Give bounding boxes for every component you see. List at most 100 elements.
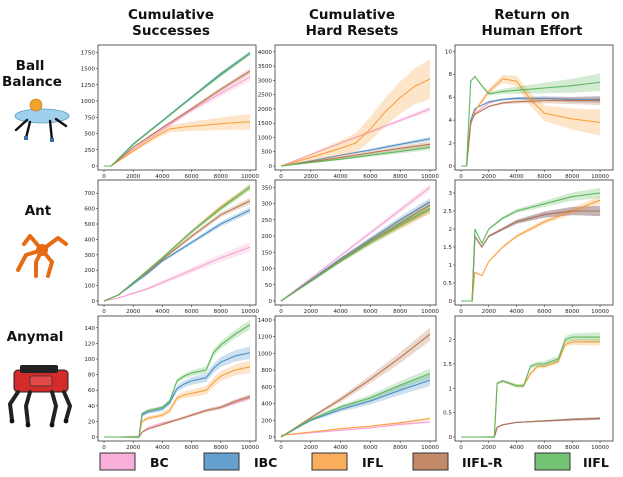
y-tick-label: 250: [84, 148, 95, 154]
x-tick-label: 8000: [214, 445, 229, 451]
x-tick-label: 10000: [421, 445, 439, 451]
x-tick-label: 0: [279, 445, 283, 451]
y-tick-label: 50: [265, 283, 273, 289]
line-ifl: [280, 418, 431, 436]
band-ifl: [104, 114, 250, 167]
line-iifl: [103, 186, 251, 302]
x-tick-label: 2000: [126, 174, 141, 180]
line-ibc: [280, 379, 431, 438]
line-ifl: [104, 121, 251, 167]
y-tick-label: 750: [84, 115, 95, 121]
y-tick-label: 0: [91, 164, 95, 170]
band-bc: [104, 242, 250, 301]
y-tick-label: 4000: [258, 50, 273, 56]
line-iifl: [461, 336, 601, 438]
y-tick-label: 140: [84, 326, 95, 332]
series-group: [280, 327, 431, 438]
line-ifl: [104, 366, 251, 438]
y-tick-label: 300: [261, 202, 272, 208]
x-tick-label: 8000: [214, 309, 229, 315]
band-iifl: [104, 184, 250, 301]
panel-ant-resets: 0 50 100 150 200 250 300 350 0 2000 4000 6000 8000 10…: [261, 179, 439, 315]
band-ifl: [281, 58, 430, 166]
y-tick-label: 2: [448, 227, 452, 233]
band-ibc: [461, 205, 601, 302]
x-tick-label: 2000: [304, 309, 319, 315]
panel-ball-successes: 0 250 500 750 1000 1250 1500 1750 0 2000 4000 6000 8…: [81, 44, 259, 180]
line-iifl-r: [461, 100, 601, 167]
y-tick-label: 0: [268, 164, 272, 170]
x-tick-label: 2000: [126, 309, 141, 315]
band-ifl: [461, 196, 601, 302]
y-tick-label: 10: [445, 49, 453, 55]
band-iifl: [461, 73, 601, 167]
x-tick-label: 0: [102, 174, 106, 180]
x-tick-label: 6000: [184, 309, 199, 315]
x-tick-label: 0: [459, 445, 463, 451]
y-tick-label: 40: [88, 404, 96, 410]
x-tick-label: 0: [102, 445, 106, 451]
row-label-ball-line1: Ball: [16, 58, 45, 74]
ant-robot-illustration: [16, 234, 68, 278]
x-tick-label: 4000: [509, 174, 524, 180]
legend-label-bc: BC: [150, 455, 169, 470]
x-tick-label: 4000: [155, 174, 170, 180]
line-bc: [103, 246, 251, 302]
x-tick-label: 2000: [304, 445, 319, 451]
line-ifl: [280, 78, 431, 167]
x-tick-label: 0: [279, 174, 283, 180]
panel-frame: [97, 44, 257, 171]
row-label-ant: Ant: [25, 203, 52, 219]
y-tick-label: 80: [88, 373, 96, 379]
y-tick-label: 1500: [258, 121, 273, 127]
x-tick-label: 10000: [241, 309, 259, 315]
y-tick-label: 250: [261, 218, 272, 224]
y-tick-label: 1: [448, 386, 452, 392]
y-tick-label: 100: [261, 267, 272, 273]
line-iifl-r: [280, 143, 431, 167]
y-tick-label: 4: [448, 118, 452, 124]
panel-ball-resets: 0 500 1000 1500 2000 2500 3000 3500 4000 0 2000 400…: [258, 44, 439, 180]
y-tick-label: 3500: [258, 64, 273, 70]
anymal-robot-illustration: [8, 365, 72, 428]
x-tick-label: 8000: [565, 445, 580, 451]
x-tick-label: 10000: [421, 174, 439, 180]
y-tick-label: 0: [448, 164, 452, 170]
legend-label-ifl: IFL: [362, 455, 383, 470]
y-tick-label: 800: [261, 368, 272, 374]
line-bc: [280, 186, 431, 302]
row-label-ball-line2: Balance: [2, 74, 62, 90]
y-tick-label: 0: [91, 299, 95, 305]
series-group: [104, 320, 251, 439]
x-tick-label: 10000: [591, 445, 609, 451]
x-tick-label: 4000: [155, 445, 170, 451]
legend-swatch-iifl: [534, 452, 571, 471]
y-tick-label: 120: [84, 341, 95, 347]
panel-anymal-resets: 0 200 400 600 800 1000 1200 1400 0 2000 4000 6000 80…: [258, 315, 439, 451]
col-title-2-line1: Cumulative: [309, 7, 395, 23]
y-tick-label: 600: [84, 207, 95, 213]
series-group: [280, 58, 431, 167]
legend-label-iifl: IIFL: [583, 455, 609, 470]
line-iifl: [104, 53, 251, 167]
legend: BC IBC IFL IIFL-R IIFL: [99, 452, 609, 471]
y-tick-label: 3000: [258, 78, 273, 84]
y-tick-label: 1000: [258, 135, 273, 141]
y-tick-label: 0: [448, 435, 452, 441]
y-tick-label: 1: [448, 263, 452, 269]
line-bc: [280, 421, 431, 436]
series-group: [104, 50, 251, 167]
y-tick-label: 2.5: [443, 209, 452, 215]
line-ifl: [461, 199, 601, 302]
y-tick-label: 20: [88, 419, 96, 425]
y-tick-label: 300: [84, 253, 95, 259]
x-tick-label: 8000: [565, 309, 580, 315]
x-tick-label: 6000: [363, 174, 378, 180]
band-bc: [461, 205, 601, 302]
x-tick-label: 10000: [421, 309, 439, 315]
x-tick-label: 10000: [241, 445, 259, 451]
x-tick-label: 0: [459, 309, 463, 315]
legend-label-iifl-r: IIFL-R: [462, 455, 503, 470]
row-label-anymal: Anymal: [7, 329, 64, 345]
line-iifl: [280, 207, 431, 302]
